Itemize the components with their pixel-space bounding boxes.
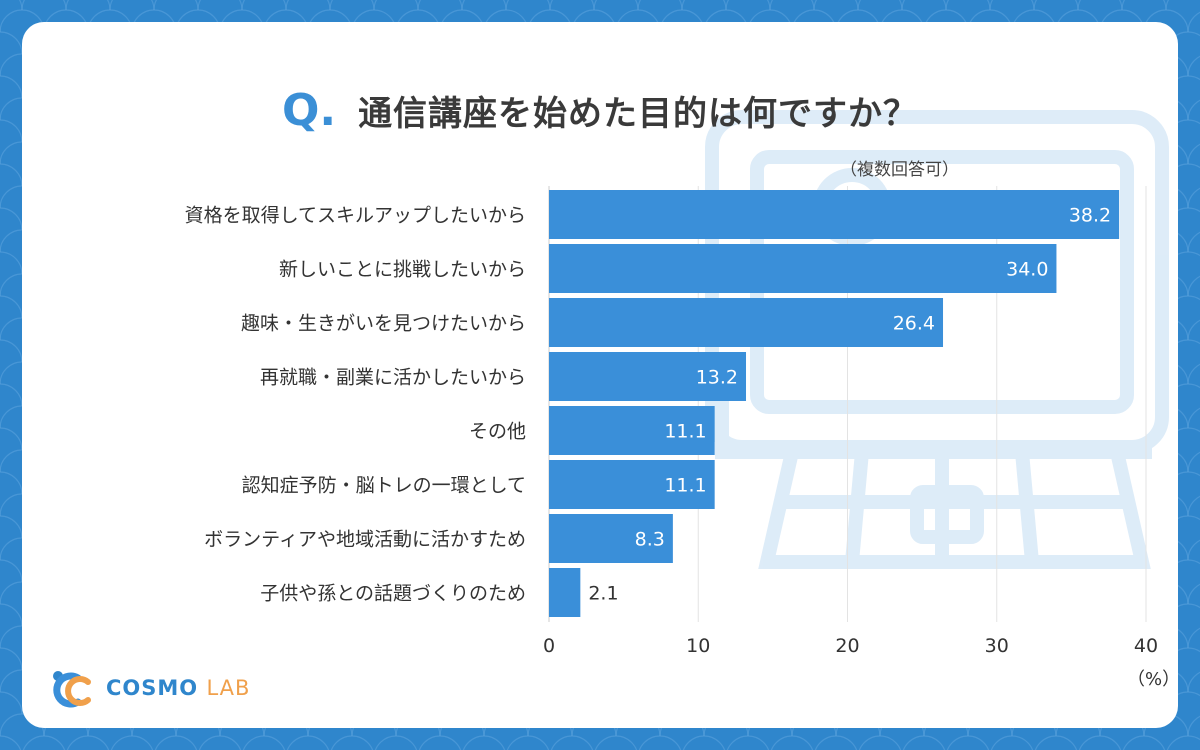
x-tick-label: 30 <box>985 635 1009 657</box>
data-label: 2.1 <box>588 583 618 605</box>
category-label: その他 <box>469 421 526 443</box>
bar <box>549 190 1120 239</box>
category-label: 資格を取得してスキルアップしたいから <box>185 205 526 227</box>
chart-card: Q. 通信講座を始めた目的は何ですか？ （複数回答可） 0 10 20 30 40 資格を… <box>22 22 1178 728</box>
cosmo-lab-logo: COSMO LAB <box>48 668 250 708</box>
data-label: 13.2 <box>696 367 738 389</box>
data-label: 38.2 <box>1069 205 1111 227</box>
category-label: 新しいことに挑戦したいから <box>279 259 526 281</box>
bar <box>549 514 673 563</box>
bar-chart: 0 10 20 30 40 資格を取得してスキルアップしたいから 38.2 新しいことに挑戦し… <box>185 186 1158 657</box>
bar <box>549 406 715 455</box>
category-label: ボランティアや地域活動に活かすため <box>204 529 526 551</box>
x-tick-label: 40 <box>1134 635 1158 657</box>
bar <box>549 568 581 617</box>
category-label: 趣味・生きがいを見つけたいから <box>241 313 526 335</box>
question-title: Q. 通信講座を始めた目的は何ですか？ <box>22 80 1178 140</box>
data-label: 26.4 <box>893 313 935 335</box>
category-label: 認知症予防・脳トレの一環として <box>242 475 526 497</box>
logo-brand: COSMO <box>106 676 199 700</box>
data-label: 34.0 <box>1006 259 1048 281</box>
bar <box>549 460 715 509</box>
data-label: 8.3 <box>635 529 665 551</box>
multiple-answer-note: （複数回答可） <box>840 160 959 180</box>
x-tick-label: 0 <box>543 635 555 657</box>
data-label: 11.1 <box>664 475 706 497</box>
bar <box>549 298 944 347</box>
x-tick-label: 10 <box>686 635 710 657</box>
data-label: 11.1 <box>664 421 706 443</box>
x-tick-label: 20 <box>835 635 859 657</box>
q-mark-icon: Q. <box>281 84 337 136</box>
page-title: 通信講座を始めた目的は何ですか？ <box>358 93 919 134</box>
category-label: 子供や孫との話題づくりのため <box>260 583 526 605</box>
logo-suffix: LAB <box>206 676 251 700</box>
logo-mark-icon <box>53 671 91 708</box>
bar <box>549 352 747 401</box>
category-label: 再就職・副業に活かしたいから <box>260 367 526 389</box>
axis-unit: （%） <box>1127 669 1178 690</box>
bar <box>549 244 1057 293</box>
